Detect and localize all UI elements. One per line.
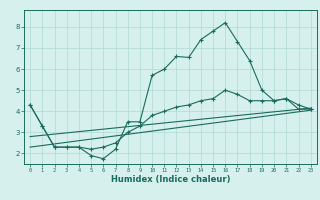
X-axis label: Humidex (Indice chaleur): Humidex (Indice chaleur): [111, 175, 230, 184]
